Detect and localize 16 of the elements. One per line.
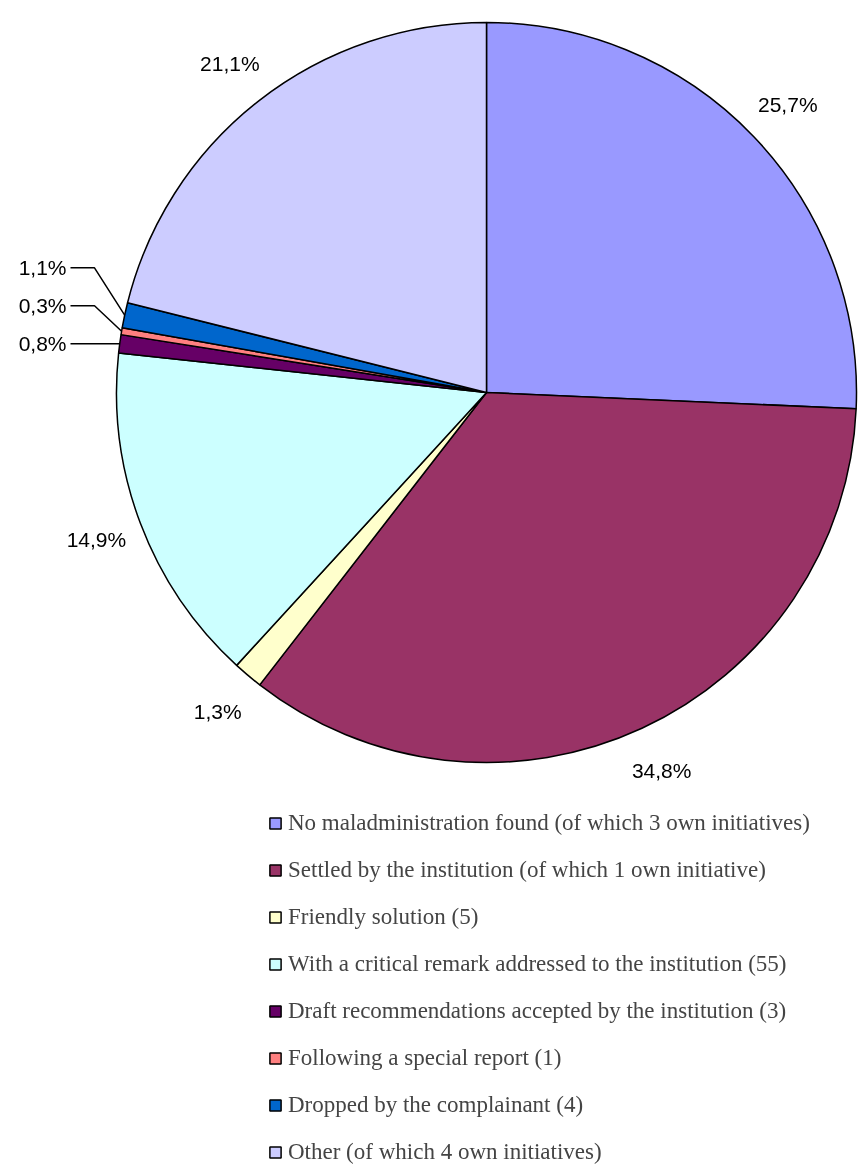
data-label: 21,1% — [200, 52, 260, 76]
legend-label: Settled by the institution (of which 1 own initiative) — [288, 857, 766, 883]
legend-label: Draft recommendations accepted by the institution (3) — [288, 998, 787, 1024]
data-label: 0,3% — [18, 294, 67, 318]
data-label: 1,3% — [193, 699, 242, 723]
data-label: 25,7% — [758, 92, 818, 116]
data-label: 14,9% — [66, 528, 127, 552]
legend-label: Dropped by the complainant (4) — [288, 1092, 584, 1118]
data-label: 34,8% — [631, 759, 692, 783]
legend-label: Other (of which 4 own initiatives) — [288, 1139, 602, 1165]
legend-label: Friendly solution (5) — [288, 904, 479, 930]
legend-label: No maladministration found (of which 3 own initiatives) — [288, 810, 810, 836]
data-label: 1,1% — [18, 256, 67, 280]
legend-label: With a critical remark addressed to the institution (55) — [288, 951, 787, 977]
legend-label: Following a special report (1) — [288, 1045, 562, 1071]
data-label: 0,8% — [18, 332, 67, 356]
